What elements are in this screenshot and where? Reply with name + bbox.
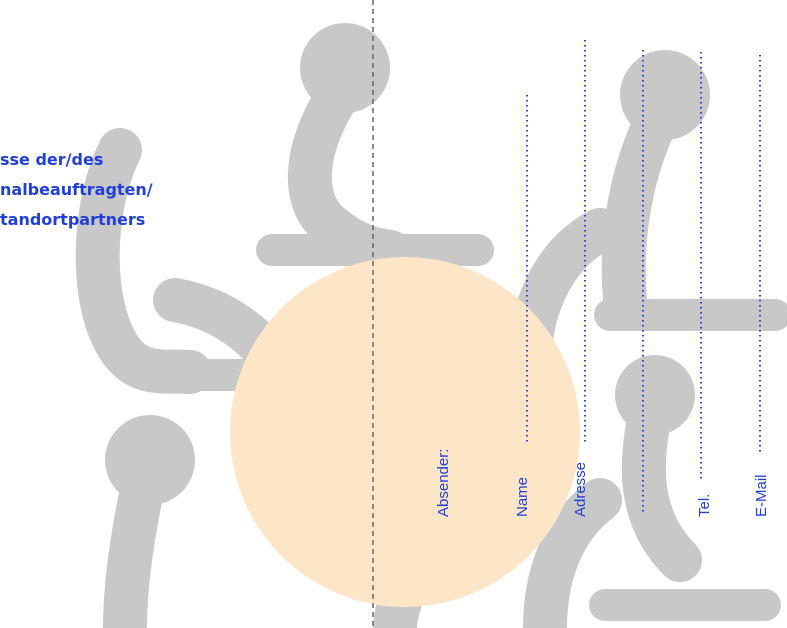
accent-circle bbox=[230, 257, 580, 607]
field-label: Name bbox=[514, 477, 531, 517]
heading-line: nalbeauftragten/ bbox=[0, 180, 153, 199]
heading-line: tandortpartners bbox=[0, 210, 145, 229]
page: sse der/des nalbeauftragten/ tandortpart… bbox=[0, 0, 787, 628]
field-label: E-Mail bbox=[753, 474, 770, 517]
field-label: Adresse bbox=[572, 462, 589, 517]
field-label: Tel. bbox=[696, 494, 713, 517]
heading-line: sse der/des bbox=[0, 150, 103, 169]
sender-label: Absender: bbox=[435, 449, 452, 517]
